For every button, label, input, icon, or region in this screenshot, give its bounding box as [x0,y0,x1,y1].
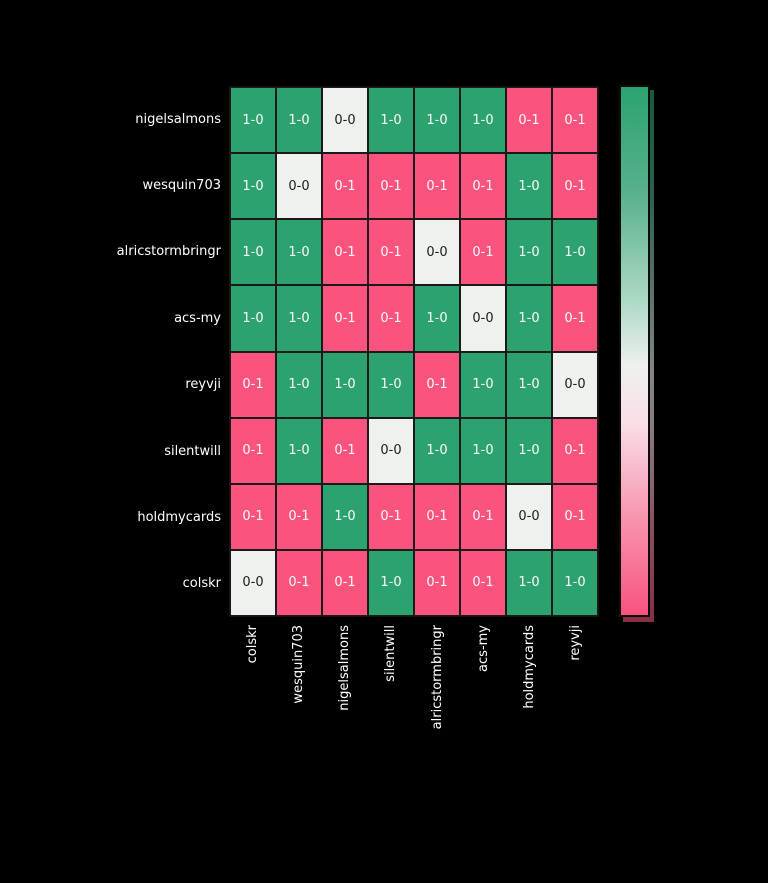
matrix-cell: 1-0 [276,219,322,286]
matrix-cell: 1-0 [322,483,368,550]
row-label: colskr [182,576,221,592]
matrix-cell: 0-1 [460,153,506,220]
column-label-text: nigelsalmons [337,625,353,711]
matrix-cell: 1-0 [552,219,598,286]
matrix-cell: 1-0 [414,417,460,484]
matrix-cell: 0-1 [414,351,460,418]
column-label: colskr [229,625,275,663]
colorbar [619,85,654,622]
matrix-cell: 0-1 [460,483,506,550]
matrix-cell: 0-1 [230,417,276,484]
row-label: holdmycards [137,509,221,525]
matrix-cell: 0-0 [414,219,460,286]
column-label: holdmycards [507,625,553,709]
matrix-cell: 0-1 [368,483,414,550]
y-axis-labels: nigelsalmons wesquin703 alricstormbringr ac… [0,86,221,617]
matrix-cell: 0-0 [460,285,506,352]
row-label: reyvji [185,377,221,393]
matrix-cell: 0-1 [322,153,368,220]
colorbar-gradient [619,85,650,617]
matrix-cell: 0-1 [552,87,598,154]
matrix-cell: 1-0 [506,351,552,418]
column-label-text: reyvji [568,625,584,661]
column-label-text: holdmycards [522,625,538,709]
column-label: silentwill [368,625,414,682]
matrix-cell: 1-0 [506,153,552,220]
row-label: acs-my [174,310,221,326]
x-axis-labels: colskr wesquin703 nigelsalmons silentwill al… [229,625,599,755]
matrix-cell: 0-1 [230,483,276,550]
matrix-cell: 1-0 [460,351,506,418]
matrix-cell: 1-0 [230,153,276,220]
heatmap-grid: 1-0 1-0 0-0 1-0 1-0 1-0 0-1 0-1 1-0 0-0 0-1 0-1 0-1 0… [229,86,599,617]
matrix-cell: 0-1 [230,351,276,418]
matrix-cell: 0-1 [414,549,460,616]
matrix-cell: 1-0 [368,87,414,154]
matrix-cell: 1-0 [230,219,276,286]
matrix-cell: 0-0 [322,87,368,154]
row-label: nigelsalmons [135,111,221,127]
column-label: wesquin703 [275,625,321,704]
matrix-cell: 1-0 [276,417,322,484]
matrix-cell: 1-0 [230,87,276,154]
column-label: acs-my [460,625,506,672]
matrix-cell: 0-1 [368,285,414,352]
column-label: nigelsalmons [322,625,368,711]
matrix-cell: 0-1 [368,219,414,286]
matrix-cell: 1-0 [506,285,552,352]
matrix-cell: 0-0 [276,153,322,220]
matrix-cell: 1-0 [506,549,552,616]
matrix-cell: 1-0 [414,285,460,352]
column-label: alricstormbringr [414,625,460,729]
matrix-cell: 0-1 [414,483,460,550]
matrix-cell: 1-0 [460,417,506,484]
matrix-cell: 1-0 [506,219,552,286]
matrix-cell: 0-1 [506,87,552,154]
matrix-cell: 1-0 [368,549,414,616]
row-label: alricstormbringr [116,244,221,260]
matrix-cell: 0-1 [276,483,322,550]
matrix-cell: 1-0 [276,87,322,154]
matrix-cell: 0-1 [322,285,368,352]
column-label-text: acs-my [475,625,491,672]
matrix-cell: 0-0 [552,351,598,418]
matrix-cell: 1-0 [276,285,322,352]
matrix-cell: 1-0 [552,549,598,616]
matrix-cell: 0-1 [322,219,368,286]
row-label: wesquin703 [142,178,221,194]
matrix-cell: 0-0 [506,483,552,550]
column-label: reyvji [553,625,599,661]
column-label-text: alricstormbringr [429,625,445,730]
matrix-cell: 0-1 [322,549,368,616]
matrix-cell: 0-1 [552,483,598,550]
column-label-text: colskr [244,625,260,664]
matrix-cell: 1-0 [230,285,276,352]
matrix-cell: 1-0 [460,87,506,154]
matrix-cell: 0-0 [230,549,276,616]
matrix-cell: 0-1 [322,417,368,484]
matrix-cell: 0-1 [460,549,506,616]
matrix-cell: 0-0 [368,417,414,484]
matrix-cell: 1-0 [414,87,460,154]
column-label-text: wesquin703 [290,625,306,704]
matrix-cell: 0-1 [368,153,414,220]
matrix-cell: 0-1 [552,153,598,220]
column-label-text: silentwill [383,625,399,682]
matrix-cell: 0-1 [552,285,598,352]
matrix-cell: 0-1 [552,417,598,484]
matrix-cell: 1-0 [322,351,368,418]
matrix-cell: 1-0 [368,351,414,418]
matrix-cell: 0-1 [276,549,322,616]
row-label: silentwill [164,443,221,459]
matrix-cell: 1-0 [276,351,322,418]
matrix-cell: 0-1 [414,153,460,220]
matrix-cell: 0-1 [460,219,506,286]
matrix-cell: 1-0 [506,417,552,484]
